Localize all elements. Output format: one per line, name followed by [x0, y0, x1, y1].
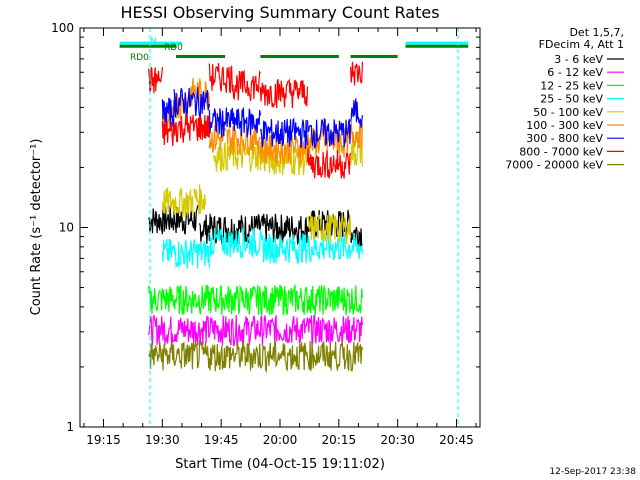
legend-header-1: FDecim 4, Att 1: [539, 38, 624, 51]
series-line-4-1: [193, 184, 207, 215]
series-line-6-2: [208, 107, 261, 138]
flag-label-1: RD0: [164, 43, 183, 53]
legend-label-2: 12 - 25 keV: [540, 79, 603, 92]
series-line-5-2: [189, 77, 210, 108]
y-tick-label-2: 100: [51, 21, 74, 35]
series-line-7-2: [173, 114, 210, 143]
series-line-7-6: [306, 149, 352, 179]
flag-label-2: RD0: [130, 53, 149, 63]
series-line-5-3: [208, 124, 261, 156]
x-tick-label-6: 20:45: [439, 433, 474, 447]
flag-label-0: N: [150, 37, 157, 47]
series-line-5-4: [259, 134, 308, 165]
series-line-2-0: [148, 283, 363, 316]
series-line-3-1: [208, 227, 261, 259]
series-line-7-0: [148, 66, 163, 94]
series-line-1-0: [148, 314, 363, 347]
x-tick-label-3: 20:00: [263, 433, 298, 447]
y-axis-label: Count Rate (s⁻¹ detector⁻¹): [29, 139, 44, 316]
series-line-7-7: [350, 61, 363, 86]
series-line-4-3: [259, 144, 309, 176]
series-line-3-0: [161, 238, 210, 270]
y-tick-label-1: 10: [59, 221, 74, 235]
series-line-7-5: [259, 78, 309, 109]
series-line-3-2: [259, 231, 309, 265]
series-line-4-4: [307, 213, 352, 245]
series-line-6-5: [350, 98, 363, 128]
series-line-4-5: [350, 139, 363, 167]
series-line-7-1: [161, 120, 175, 147]
timestamp: 12-Sep-2017 23:38: [549, 467, 636, 477]
legend-label-3: 25 - 50 keV: [540, 93, 603, 106]
y-tick-label-0: 1: [66, 420, 74, 434]
x-tick-label-5: 20:30: [380, 433, 415, 447]
legend-label-7: 800 - 7000 keV: [519, 145, 603, 158]
x-tick-label-0: 19:15: [86, 433, 121, 447]
legend-label-4: 50 - 100 keV: [533, 106, 603, 119]
legend-label-8: 7000 - 20000 keV: [505, 159, 603, 172]
series-line-7-3: [208, 62, 234, 94]
series-line-4-0: [161, 187, 195, 218]
legend-label-1: 6 - 12 keV: [547, 66, 603, 79]
legend-label-5: 100 - 300 keV: [526, 119, 603, 132]
chart-title: HESSI Observing Summary Count Rates: [120, 3, 439, 22]
x-tick-label-1: 19:30: [145, 433, 180, 447]
x-tick-label-4: 20:15: [322, 433, 357, 447]
legend-header-0: Det 1,5,7,: [569, 26, 624, 39]
series-line-7-4: [232, 69, 261, 102]
series-line-6-4: [306, 117, 352, 149]
series-line-6-0: [161, 97, 175, 128]
series-line-8-0: [148, 339, 363, 374]
x-tick-label-2: 19:45: [204, 433, 239, 447]
legend-label-0: 3 - 6 keV: [554, 53, 603, 66]
series-line-6-3: [259, 117, 309, 149]
series-line-3-4: [350, 232, 363, 260]
series-line-6-1: [173, 87, 210, 119]
x-axis-label: Start Time (04-Oct-15 19:11:02): [175, 457, 385, 472]
legend-label-6: 300 - 800 keV: [526, 132, 603, 145]
series-line-5-6: [350, 118, 363, 149]
